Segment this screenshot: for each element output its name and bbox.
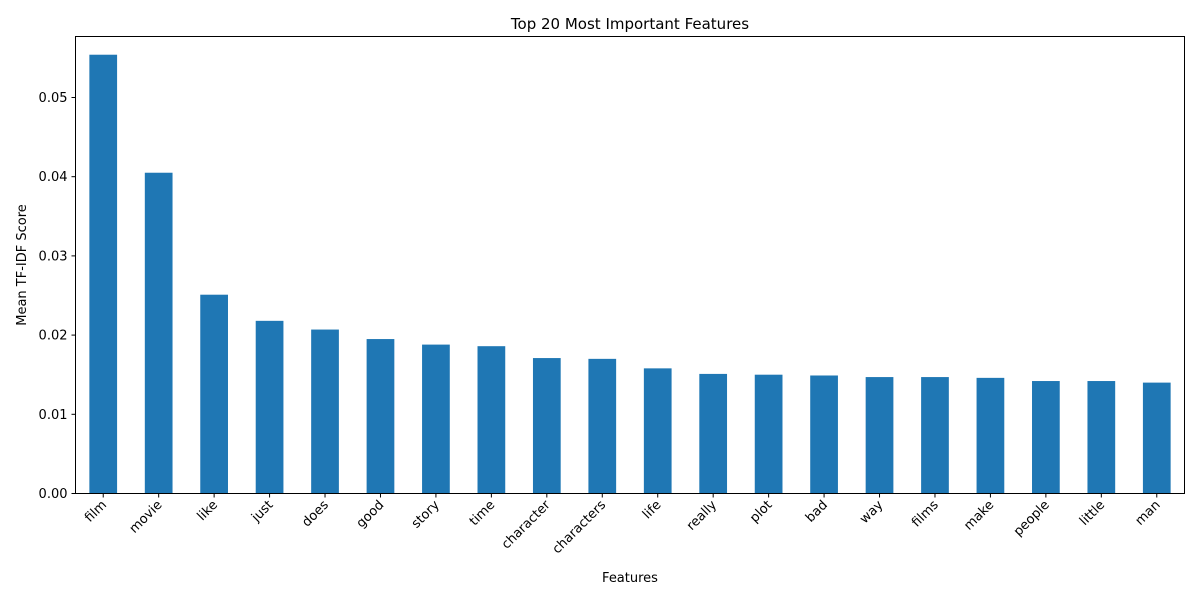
y-axis: 0.00 0.01 0.02 0.03 0.04 0.05 <box>39 91 76 502</box>
bar-plot <box>754 374 783 494</box>
bar-story <box>422 344 450 494</box>
x-tick-label: good <box>354 498 388 532</box>
y-tick-label: 0.04 <box>39 170 68 185</box>
x-tick-label: film <box>82 498 110 526</box>
x-tick-label: movie <box>127 498 166 537</box>
x-tick-label: little <box>1077 498 1108 529</box>
x-tick-label: bad <box>803 498 831 526</box>
bar-just <box>255 320 284 494</box>
bar-does <box>311 329 339 494</box>
y-axis-label: Mean TF-IDF Score <box>15 204 30 326</box>
x-tick-label: films <box>909 498 942 531</box>
bars-group <box>89 54 1171 494</box>
x-axis-label: Features <box>602 571 658 586</box>
bar-movie <box>144 172 173 494</box>
bar-really <box>699 373 728 494</box>
x-tick-label: life <box>640 498 665 523</box>
bar-bad <box>810 375 838 494</box>
bar-films <box>921 377 949 494</box>
x-tick-label: character <box>499 497 554 552</box>
bar-like <box>200 294 228 494</box>
x-tick-label: does <box>299 498 332 531</box>
bar-little <box>1087 381 1116 494</box>
x-tick-label: people <box>1011 498 1053 540</box>
y-tick-label: 0.01 <box>39 408 68 423</box>
bar-life <box>643 368 672 494</box>
y-tick-label: 0.03 <box>39 249 68 264</box>
bar-people <box>1032 381 1060 494</box>
x-tick-label: man <box>1133 498 1164 529</box>
x-tick-label: make <box>961 498 997 534</box>
x-tick-label: time <box>467 498 498 529</box>
x-tick-label: really <box>684 498 720 534</box>
bar-character <box>532 358 561 494</box>
x-tick-label: story <box>409 498 443 532</box>
x-tick-label: characters <box>550 498 610 558</box>
bar-make <box>976 377 1005 494</box>
bar-man <box>1142 382 1171 494</box>
x-axis: film movie like just does good story time charac… <box>82 493 1164 558</box>
plot-frame <box>75 36 1185 494</box>
x-tick-label: like <box>195 498 221 524</box>
bar-way <box>865 377 894 494</box>
x-tick-label: just <box>248 498 276 526</box>
y-tick-label: 0.02 <box>39 329 68 344</box>
y-tick-label: 0.00 <box>39 487 68 502</box>
chart-title: Top 20 Most Important Features <box>510 15 749 33</box>
x-tick-label: plot <box>747 498 775 526</box>
bar-time <box>477 346 506 494</box>
bar-film <box>89 54 118 494</box>
y-tick-label: 0.05 <box>39 91 68 106</box>
bar-good <box>366 339 395 494</box>
x-tick-label: way <box>857 498 886 527</box>
bar-characters <box>588 358 617 494</box>
